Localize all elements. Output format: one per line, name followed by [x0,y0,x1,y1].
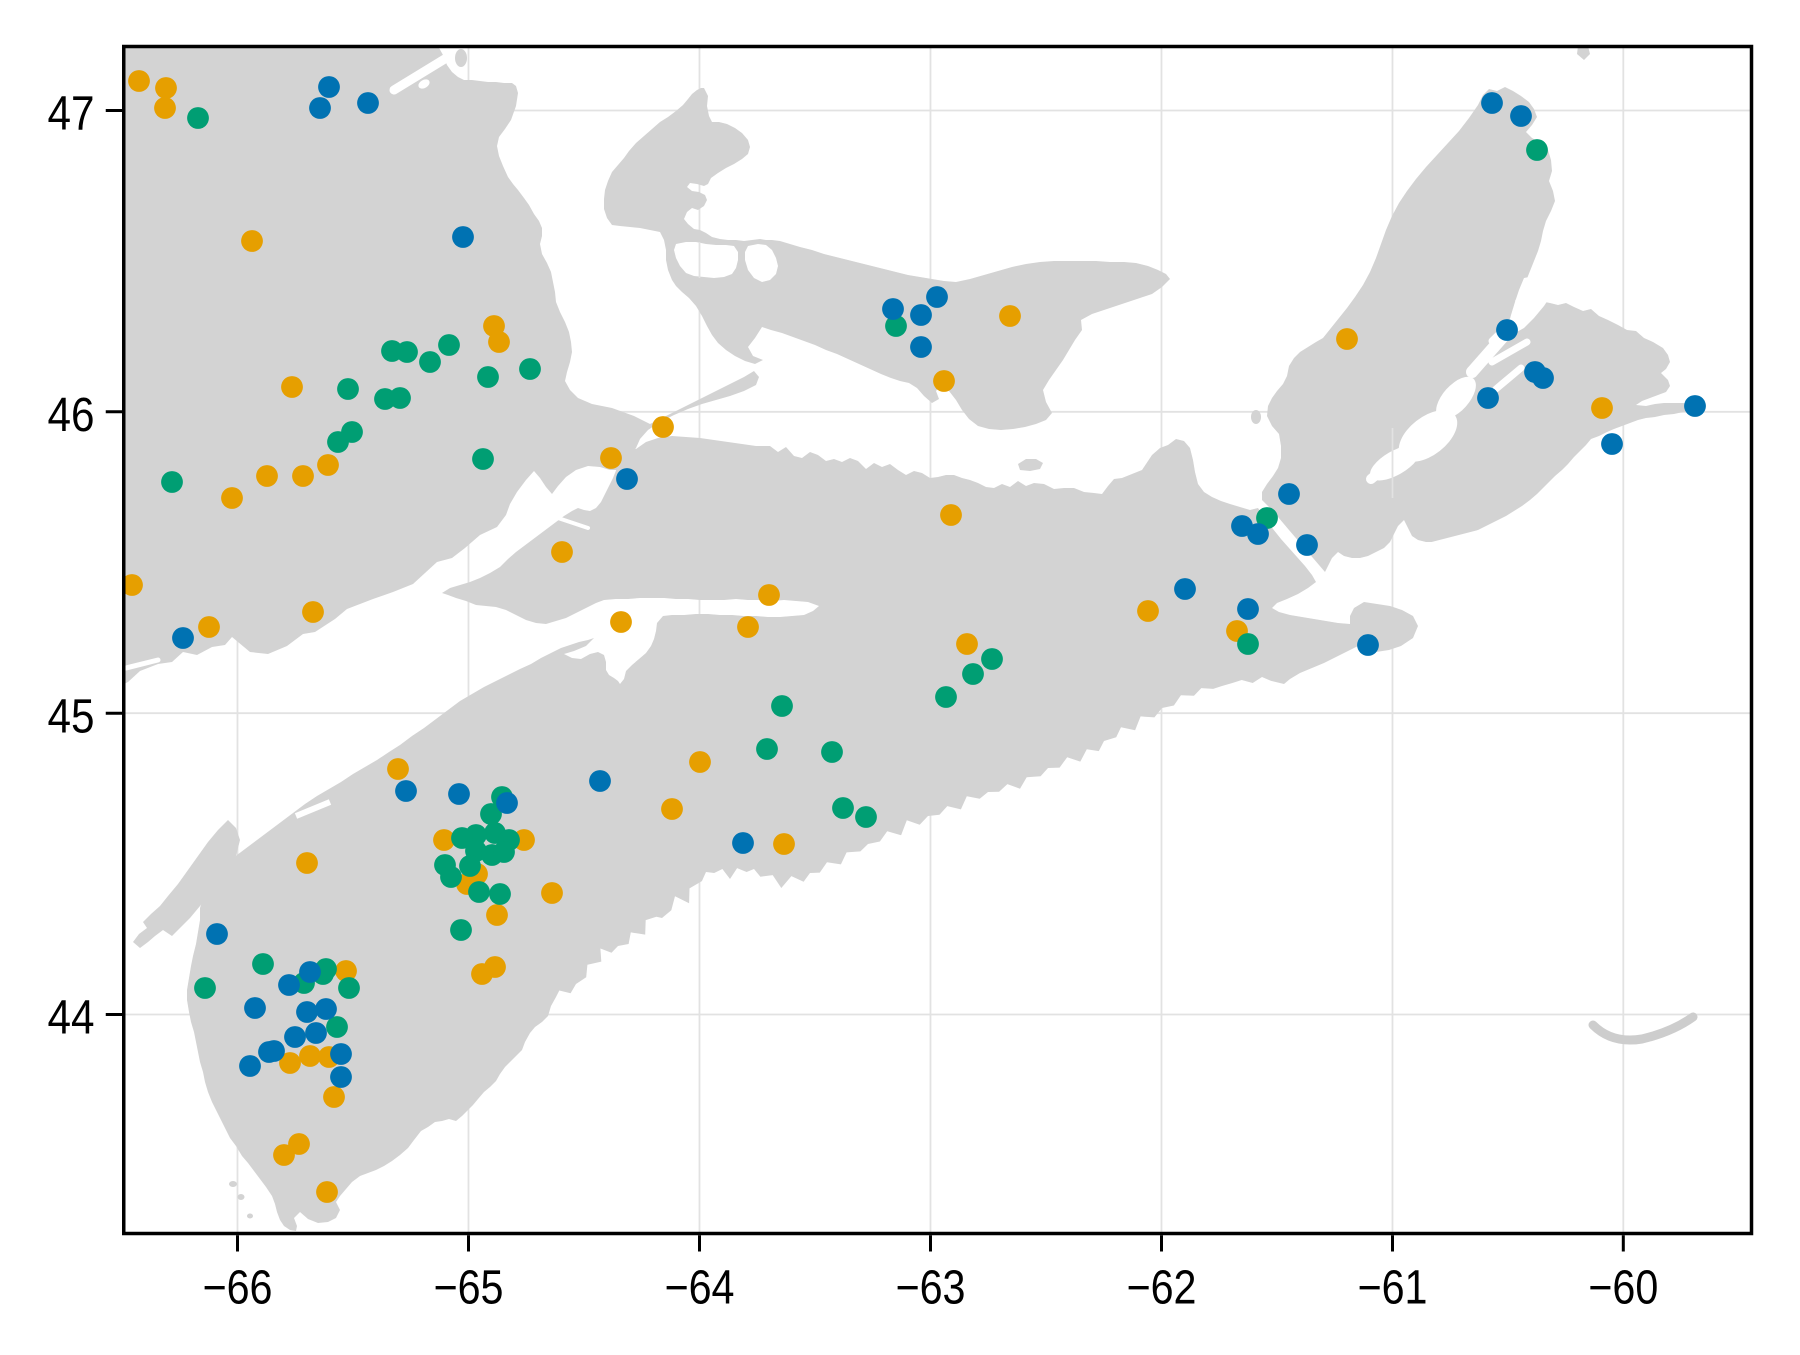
svg-text:47: 47 [48,88,95,141]
svg-text:−61: −61 [1358,1262,1428,1315]
svg-text:−65: −65 [434,1262,504,1315]
svg-text:−62: −62 [1127,1262,1197,1315]
svg-text:−60: −60 [1588,1262,1658,1315]
svg-text:−64: −64 [665,1262,735,1315]
svg-text:44: 44 [48,992,95,1045]
svg-text:−63: −63 [896,1262,966,1315]
svg-text:−66: −66 [203,1262,273,1315]
svg-text:45: 45 [48,690,95,743]
svg-text:46: 46 [48,389,95,442]
